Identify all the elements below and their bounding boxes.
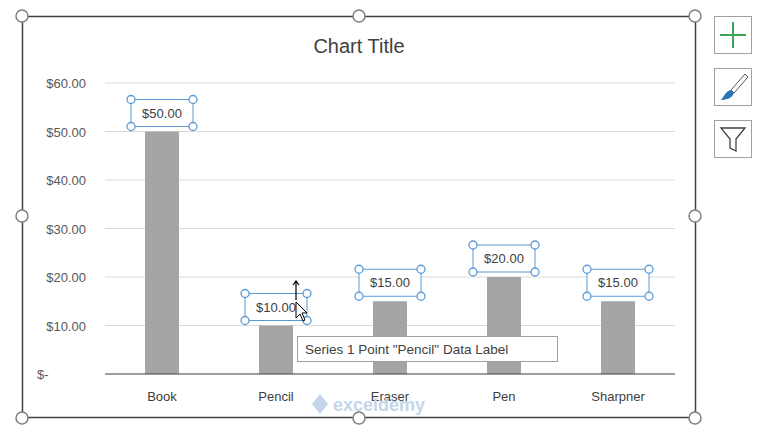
selection-handle xyxy=(127,96,135,104)
background xyxy=(0,0,767,439)
grid-line xyxy=(105,180,675,181)
y-tick-label: $30.00 xyxy=(46,222,86,237)
grid-line xyxy=(105,83,675,84)
data-label: $15.00 xyxy=(598,275,638,290)
chart-buttons xyxy=(715,17,752,158)
watermark-icon xyxy=(312,394,328,414)
cursor xyxy=(296,302,307,321)
data-label: $20.00 xyxy=(484,251,524,266)
data-label: $50.00 xyxy=(142,106,182,121)
data-label-box xyxy=(587,269,649,296)
x-tick-label: Pencil xyxy=(258,389,294,404)
selection-handle xyxy=(355,265,363,273)
data-label-box xyxy=(245,294,307,321)
chart-title: Chart Title xyxy=(313,35,404,57)
data-label: $15.00 xyxy=(370,275,410,290)
y-tick-label: $50.00 xyxy=(46,125,86,140)
filter-icon xyxy=(721,128,745,151)
selection-handle xyxy=(417,265,425,273)
chart-frame xyxy=(23,17,696,418)
frame-handle xyxy=(689,210,701,222)
y-tick-label: $20.00 xyxy=(46,270,86,285)
tooltip-box xyxy=(298,337,558,362)
selection-handle xyxy=(241,317,249,325)
chart-button[interactable] xyxy=(715,69,752,106)
y-tick-label: $10.00 xyxy=(46,319,86,334)
x-tick-label: Sharpner xyxy=(591,389,645,404)
data-label-box xyxy=(131,100,193,127)
selection-handle xyxy=(531,268,539,276)
y-tick-label: $- xyxy=(37,367,49,382)
x-tick-label: Book xyxy=(147,389,177,404)
brush-handle xyxy=(731,74,748,93)
data-label-group: $20.00 xyxy=(469,241,539,276)
y-tick-label: $40.00 xyxy=(46,173,86,188)
selection-handle xyxy=(189,123,197,131)
selection-handle xyxy=(645,265,653,273)
frame-handle xyxy=(16,412,28,424)
selection-handle xyxy=(469,241,477,249)
data-label-group: $10.00 xyxy=(241,290,311,325)
frame-handle xyxy=(689,10,701,22)
grid-line xyxy=(105,228,675,229)
chart-button[interactable] xyxy=(715,17,752,54)
tooltip: Series 1 Point "Pencil" Data Label xyxy=(298,337,558,362)
selection-handle xyxy=(469,268,477,276)
bar xyxy=(601,301,635,374)
selection-handle xyxy=(355,292,363,300)
selection-handle xyxy=(241,290,249,298)
x-axis xyxy=(105,373,675,374)
brush-tip xyxy=(721,90,734,100)
data-label-group: $15.00 xyxy=(583,265,653,300)
bar xyxy=(259,326,293,375)
grid-line xyxy=(105,131,675,132)
chart: Chart Title $- $10.00 $20.00 $30.00 $40.00 $50… xyxy=(0,0,767,439)
selection-handle xyxy=(417,292,425,300)
data-label: $10.00 xyxy=(256,300,296,315)
frame-handle xyxy=(16,10,28,22)
plus-icon xyxy=(720,22,746,48)
bars xyxy=(145,132,635,375)
selection-handle xyxy=(645,292,653,300)
data-label-group: $50.00 xyxy=(127,96,197,131)
data-label-box xyxy=(473,245,535,272)
frame-handle xyxy=(16,210,28,222)
frame-handle xyxy=(353,10,365,22)
data-label-group: $15.00 xyxy=(355,265,425,300)
frame-handle xyxy=(689,412,701,424)
tooltip-text: Series 1 Point "Pencil" Data Label xyxy=(305,342,508,357)
selection-handle xyxy=(189,96,197,104)
watermark: exceldemy xyxy=(333,395,425,415)
x-tick-label: Pen xyxy=(492,389,515,404)
move-cursor xyxy=(293,281,299,300)
bar xyxy=(145,132,179,375)
grid xyxy=(105,83,675,326)
data-label-box xyxy=(359,269,421,296)
selection-handle xyxy=(303,290,311,298)
selection-handle xyxy=(531,241,539,249)
selection-handle xyxy=(127,123,135,131)
selection-handle xyxy=(583,292,591,300)
selection-handle xyxy=(583,265,591,273)
y-tick-label: $60.00 xyxy=(46,76,86,91)
chart-button[interactable] xyxy=(715,121,752,158)
